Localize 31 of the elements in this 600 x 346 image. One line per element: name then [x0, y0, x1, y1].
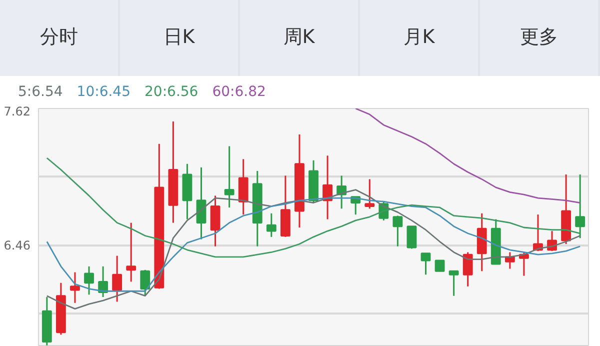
candlestick	[364, 178, 375, 210]
text: 日K	[120, 0, 240, 76]
candlestick	[462, 251, 473, 288]
candlestick	[238, 158, 248, 216]
text: 周K	[240, 0, 360, 76]
candlestick	[210, 194, 220, 248]
text: 60:6.82	[212, 84, 266, 100]
candlestick	[224, 145, 234, 208]
text: 5:6.54	[18, 84, 63, 100]
line-series	[354, 108, 581, 204]
candlestick	[420, 252, 431, 276]
candlestick	[392, 214, 403, 248]
text: 10:6.45	[76, 84, 130, 100]
line-series	[46, 157, 581, 258]
text: 月K	[360, 0, 480, 76]
text: 20:6.56	[144, 84, 198, 100]
text: 分时	[0, 0, 120, 76]
y-tick-label: 7.62	[4, 104, 30, 118]
y-tick-label: 6.46	[4, 238, 30, 253]
candlestick	[266, 212, 276, 238]
text: 更多	[480, 0, 600, 76]
candlestick	[406, 226, 417, 250]
candlestick	[434, 260, 445, 272]
candlestick	[126, 222, 136, 282]
candlestick	[336, 174, 347, 210]
candlestick	[448, 270, 459, 297]
candlestick	[112, 255, 122, 302]
candlestick	[84, 266, 94, 296]
candlestick	[575, 174, 586, 239]
candlestick	[70, 272, 80, 304]
candlestick	[140, 269, 150, 297]
